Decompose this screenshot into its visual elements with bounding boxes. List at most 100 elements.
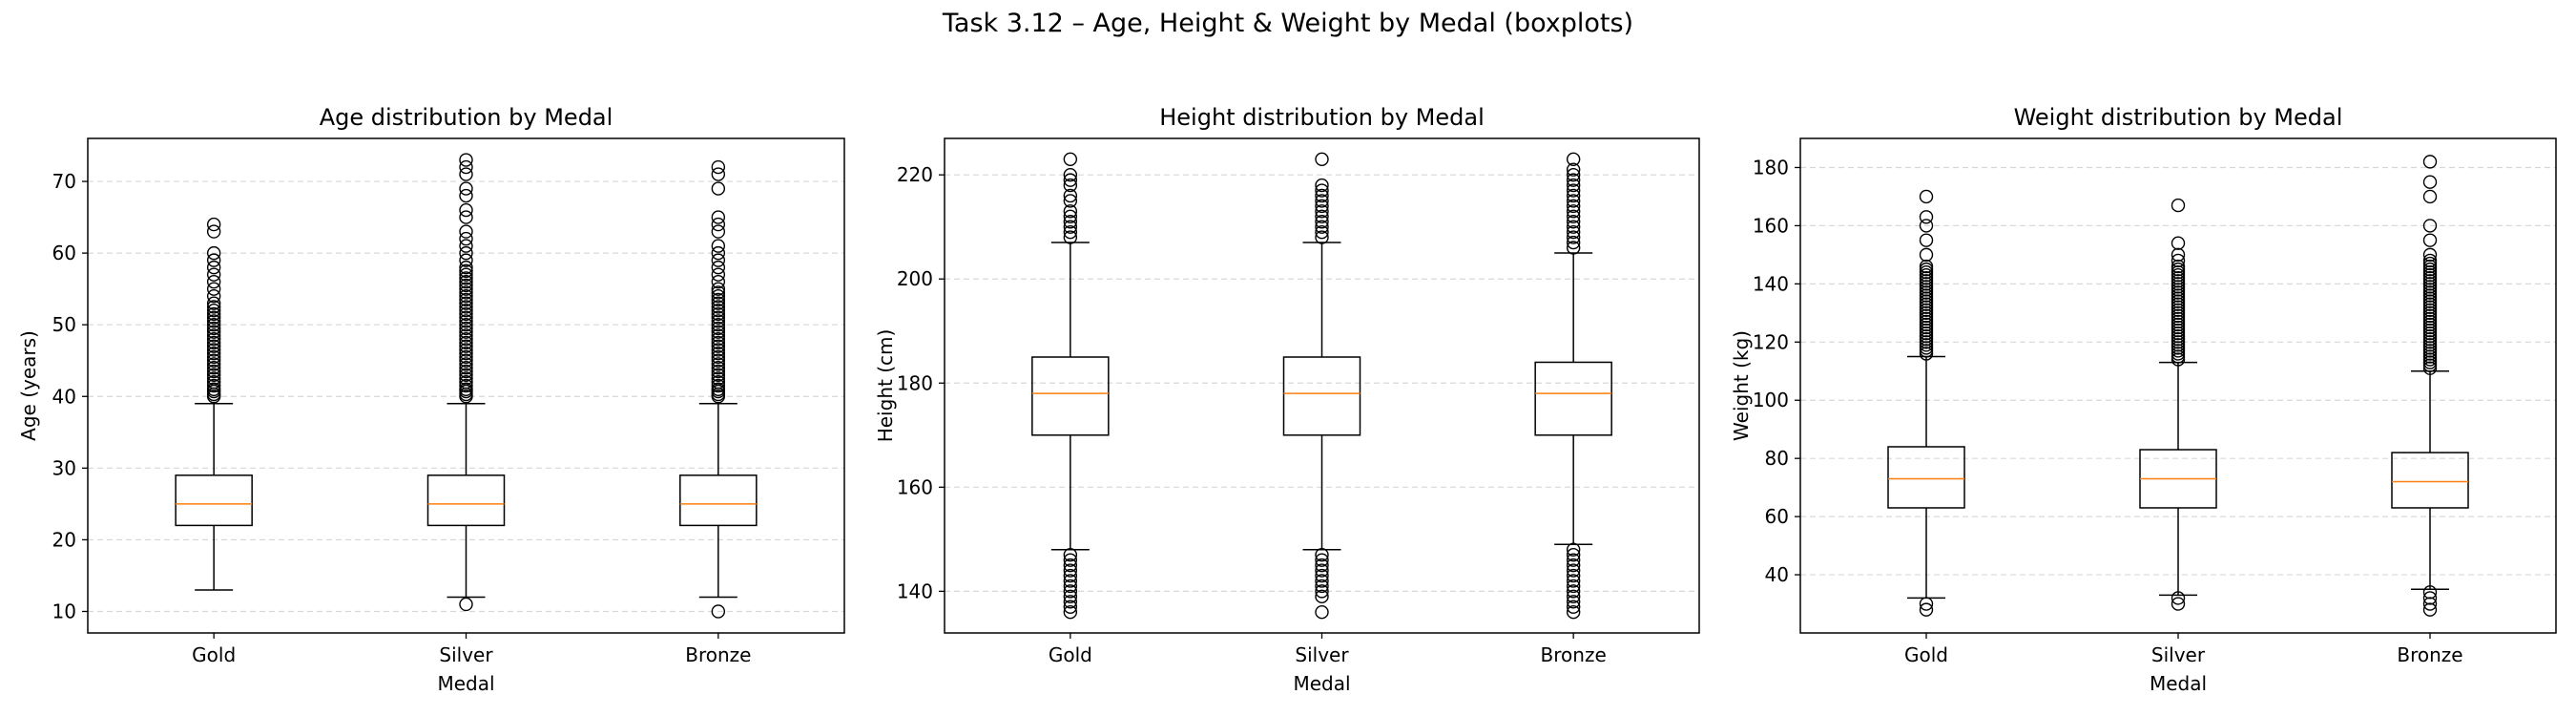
outlier-point xyxy=(206,328,221,343)
outlier-point xyxy=(1566,194,1581,208)
outlier-point xyxy=(459,375,473,390)
outlier-point xyxy=(1063,589,1078,604)
outlier-point xyxy=(1566,178,1581,193)
y-tick-label: 220 xyxy=(897,163,933,186)
outlier-point xyxy=(1315,589,1329,604)
outlier-point xyxy=(1566,595,1581,609)
outlier-point xyxy=(1566,604,1581,620)
outlier-point xyxy=(1566,199,1581,214)
outlier-point xyxy=(1063,215,1078,229)
outlier-point xyxy=(1063,194,1078,208)
x-tick-label: Silver xyxy=(1295,643,1349,666)
outlier-point xyxy=(1315,183,1329,198)
outlier-point xyxy=(1315,553,1329,567)
outlier-point xyxy=(459,153,473,167)
outlier-point xyxy=(459,321,473,336)
y-tick-label: 80 xyxy=(1765,447,1789,470)
outlier-point xyxy=(1063,224,1078,240)
iqr-box xyxy=(1031,356,1110,436)
outlier-point xyxy=(459,368,473,382)
outlier-point xyxy=(206,371,221,386)
outlier-point xyxy=(459,224,473,239)
outlier-point xyxy=(1315,215,1329,229)
outlier-point xyxy=(711,296,726,310)
outlier-point xyxy=(1063,553,1078,567)
outlier-point xyxy=(1919,189,1934,204)
outlier-point xyxy=(1566,204,1581,219)
outlier-point xyxy=(711,167,726,181)
outlier-point xyxy=(711,303,726,318)
x-axis-label: Medal xyxy=(2150,672,2207,695)
outlier-point xyxy=(1566,162,1581,177)
outlier-point xyxy=(459,271,473,285)
y-tick-label: 100 xyxy=(1753,389,1789,411)
panel-weight: 40 60 80 100 120 140 160 180 Gold Silver Bronze Med… xyxy=(1730,104,2557,695)
outlier-point xyxy=(1566,574,1581,588)
outlier-point xyxy=(206,224,221,239)
outlier-point xyxy=(1063,220,1078,234)
outlier-point xyxy=(1315,209,1329,223)
outlier-point xyxy=(711,325,726,339)
outlier-point xyxy=(206,361,221,375)
outlier-point xyxy=(459,239,473,253)
outlier-point xyxy=(459,332,473,347)
outlier-point xyxy=(711,347,726,361)
outlier-point xyxy=(1063,204,1078,219)
outlier-point xyxy=(1063,584,1078,599)
outlier-point xyxy=(2422,253,2438,268)
y-tick-label: 50 xyxy=(52,313,76,336)
outlier-point xyxy=(206,343,221,357)
outlier-point xyxy=(459,335,473,350)
outlier-point xyxy=(1063,563,1078,578)
outlier-point xyxy=(206,296,221,310)
outlier-point xyxy=(1566,584,1581,599)
outlier-point xyxy=(459,353,473,368)
outlier-point xyxy=(1315,604,1329,620)
outlier-point xyxy=(711,245,726,261)
iqr-box xyxy=(1887,446,1965,509)
panel-age: 10 20 30 40 50 60 70 Gold Silver Bronze Medal Age (… xyxy=(17,104,845,695)
outlier-point xyxy=(711,159,726,175)
outlier-point xyxy=(2422,233,2438,247)
outlier-point xyxy=(1315,584,1329,599)
outlier-point xyxy=(711,310,726,325)
x-tick-label: Silver xyxy=(2151,643,2206,666)
outlier-point xyxy=(2422,602,2438,617)
outlier-point xyxy=(459,328,473,343)
outlier-point xyxy=(711,343,726,357)
outlier-point xyxy=(206,368,221,382)
outlier-point xyxy=(711,332,726,347)
x-tick-label: Bronze xyxy=(2397,643,2462,666)
outlier-point xyxy=(2422,591,2438,605)
outlier-point xyxy=(1566,230,1581,244)
y-tick-label: 160 xyxy=(1753,214,1789,237)
outlier-point xyxy=(2422,155,2438,169)
outlier-point xyxy=(1315,230,1329,244)
outlier-point xyxy=(1063,558,1078,573)
outlier-point xyxy=(1315,204,1329,219)
outlier-point xyxy=(206,314,221,328)
y-axis-label: Age (years) xyxy=(17,330,40,441)
outlier-point xyxy=(1919,259,1934,274)
outlier-point xyxy=(711,300,726,314)
outlier-point xyxy=(1063,230,1078,244)
x-tick-label: Gold xyxy=(1049,643,1092,666)
box-silver xyxy=(2139,198,2217,611)
outlier-point xyxy=(206,253,221,267)
outlier-point xyxy=(459,343,473,357)
outlier-point xyxy=(1063,188,1078,203)
outlier-point xyxy=(1566,563,1581,578)
outlier-point xyxy=(2171,591,2186,605)
outlier-point xyxy=(711,378,726,393)
outlier-point xyxy=(459,285,473,300)
outlier-point xyxy=(459,253,473,267)
panel-title: Height distribution by Medal xyxy=(1159,104,1485,131)
iqr-box xyxy=(426,474,506,527)
panel-height: 140 160 180 200 220 Gold Silver Bronze Medal Heig… xyxy=(874,104,1700,695)
outlier-point xyxy=(2171,259,2186,274)
outlier-point xyxy=(459,231,473,246)
outlier-point xyxy=(1063,568,1078,583)
outlier-point xyxy=(206,306,221,322)
outlier-point xyxy=(459,263,473,279)
figure-title: Task 3.12 – Age, Height & Weight by Meda… xyxy=(942,9,1634,38)
